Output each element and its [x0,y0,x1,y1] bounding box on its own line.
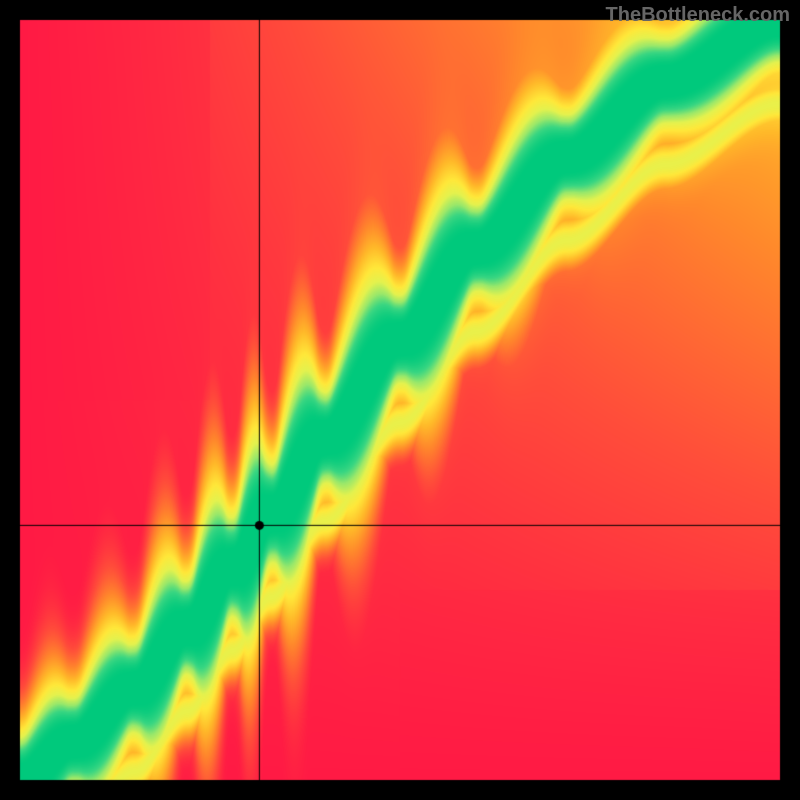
bottleneck-heatmap [0,0,800,800]
watermark-text: TheBottleneck.com [606,4,790,27]
chart-container: { "watermark": "TheBottleneck.com", "can… [0,0,800,800]
